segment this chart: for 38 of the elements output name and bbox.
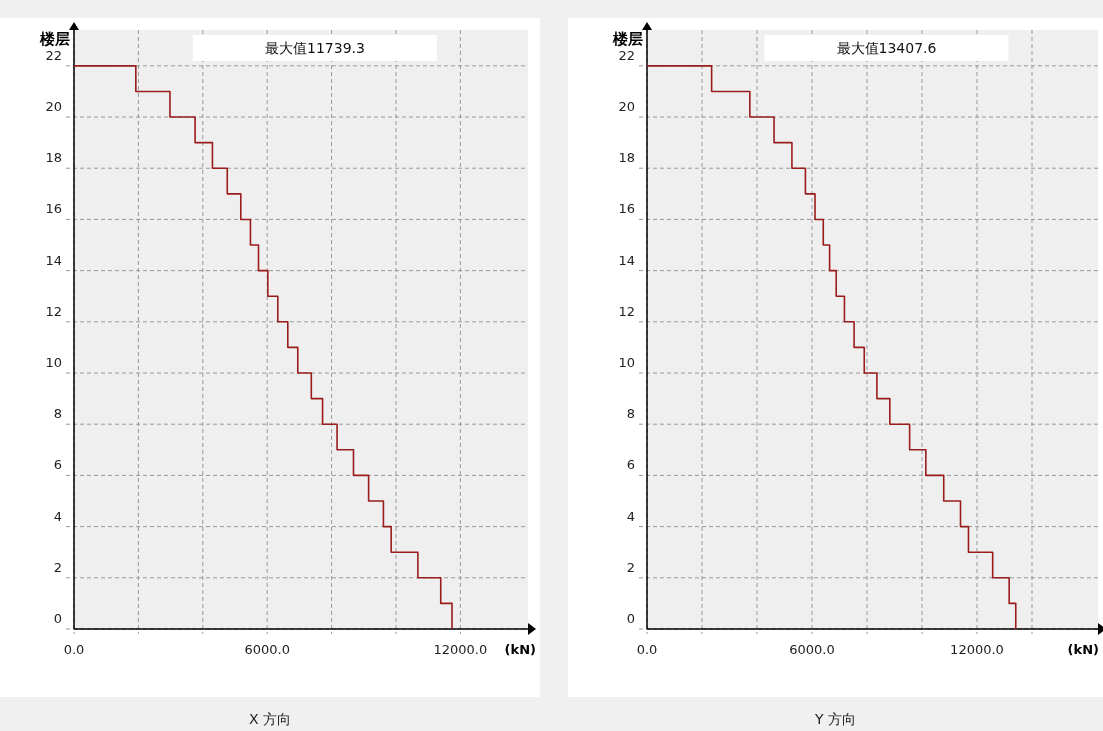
y-tick-label: 4 [53,508,62,524]
y-tick-label: 2 [626,559,635,575]
y-tick-label: 12 [45,303,62,319]
y-tick-label: 6 [53,457,62,473]
y-tick-label: 20 [45,99,62,115]
y-tick-label: 16 [45,201,62,217]
y-tick-label: 18 [618,150,635,166]
y-tick-label: 6 [626,457,635,473]
y-tick-label: 16 [618,201,635,217]
x-tick-label: 0.0 [636,642,658,657]
y-tick-label: 2 [53,559,62,575]
text: X 方向 [248,711,292,727]
y-tick-label: 12 [618,303,635,319]
y-tick-label: 20 [618,99,635,115]
x-axis-title: (kN) [1067,642,1099,657]
y-tick-label: 18 [45,150,62,166]
y-tick-label: 22 [618,47,635,63]
y-axis-title: 楼层 [39,30,70,48]
y-tick-label: 22 [45,47,62,63]
y-tick-label: 8 [626,406,635,422]
y-tick-label: 14 [618,252,635,268]
y-tick-label: 0 [53,611,62,626]
x-tick-label: 6000.0 [789,642,835,657]
annotation: 最大值11739.3 [265,40,365,56]
y-tick-label: 8 [53,406,62,422]
x-tick-label: 12000.0 [950,642,1004,657]
text: Y 方向 [813,711,857,727]
y-tick-label: 10 [618,355,635,371]
x-tick-label: 6000.0 [244,642,290,657]
x-axis-title: (kN) [504,642,536,657]
x-tick-label: 12000.0 [433,642,488,657]
y-tick-label: 4 [626,508,635,524]
y-axis-title: 楼层 [612,30,643,48]
y-tick-label: 10 [45,355,62,371]
y-tick-label: 14 [45,252,62,268]
annotation: 最大值13407.6 [836,40,937,56]
y-tick-label: 0 [626,611,635,626]
x-tick-label: 0.0 [63,642,85,657]
